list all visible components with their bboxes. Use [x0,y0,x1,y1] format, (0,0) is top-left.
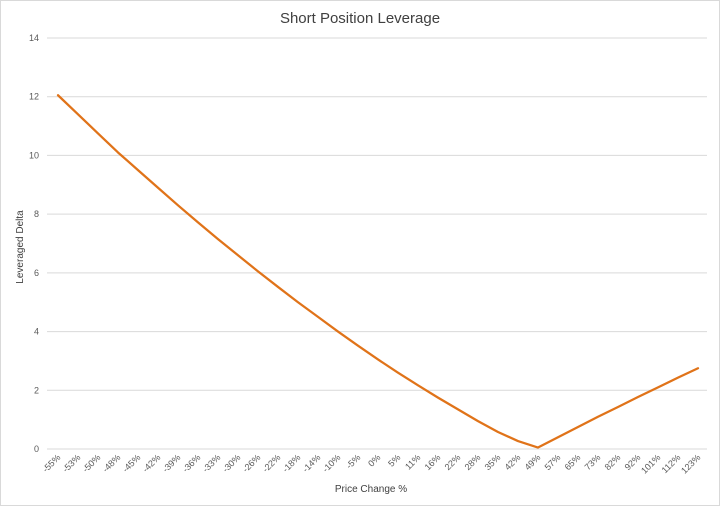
x-tick-label: -33% [200,452,222,474]
y-tick-label: 14 [29,33,39,43]
y-tick-label: 4 [34,327,39,337]
x-tick-label: 73% [583,452,603,472]
x-tick-label: 57% [543,452,563,472]
x-tick-label: 22% [443,452,463,472]
x-tick-label: -50% [80,452,102,474]
y-tick-label: 2 [34,385,39,395]
x-tick-label: 101% [639,452,662,475]
y-axis-ticks: 0 2 4 6 8 10 12 14 [29,33,39,454]
x-axis-ticks: -55%-53%-50%-48%-45%-42%-39%-36%-33%-30%… [40,452,702,475]
x-tick-label: 42% [503,452,523,472]
y-tick-label: 6 [34,268,39,278]
y-tick-label: 0 [34,444,39,454]
series-line [56,94,700,449]
x-tick-label: -26% [240,452,262,474]
y-tick-label: 8 [34,209,39,219]
x-tick-label: -30% [220,452,242,474]
x-tick-label: 16% [423,452,443,472]
x-tick-label: -22% [260,452,282,474]
x-tick-label: -48% [100,452,122,474]
x-tick-label: 112% [660,452,683,475]
x-tick-label: 11% [403,452,422,471]
x-tick-label: -55% [40,452,62,474]
x-tick-label: 82% [603,452,623,472]
gridlines [47,37,707,450]
x-tick-label: -53% [60,452,82,474]
x-tick-label: -39% [160,452,182,474]
y-tick-label: 12 [29,92,39,102]
x-tick-label: -36% [180,452,202,474]
x-tick-label: 49% [523,452,543,472]
x-tick-label: -5% [344,452,362,470]
x-tick-label: 28% [463,452,483,472]
x-tick-label: 5% [386,452,402,468]
x-axis-label: Price Change % [335,484,407,495]
x-tick-label: 123% [679,452,702,475]
y-tick-label: 10 [29,150,39,160]
x-tick-label: 0% [366,452,382,468]
x-tick-label: -18% [280,452,302,474]
x-tick-label: -45% [120,452,142,474]
x-tick-label: -10% [320,452,342,474]
x-tick-label: -42% [140,452,162,474]
y-axis-label: Leveraged Delta [15,210,26,284]
x-tick-label: 35% [483,452,503,472]
x-tick-label: -14% [300,452,322,474]
x-tick-label: 65% [563,452,583,472]
chart-title: Short Position Leverage [280,10,440,27]
